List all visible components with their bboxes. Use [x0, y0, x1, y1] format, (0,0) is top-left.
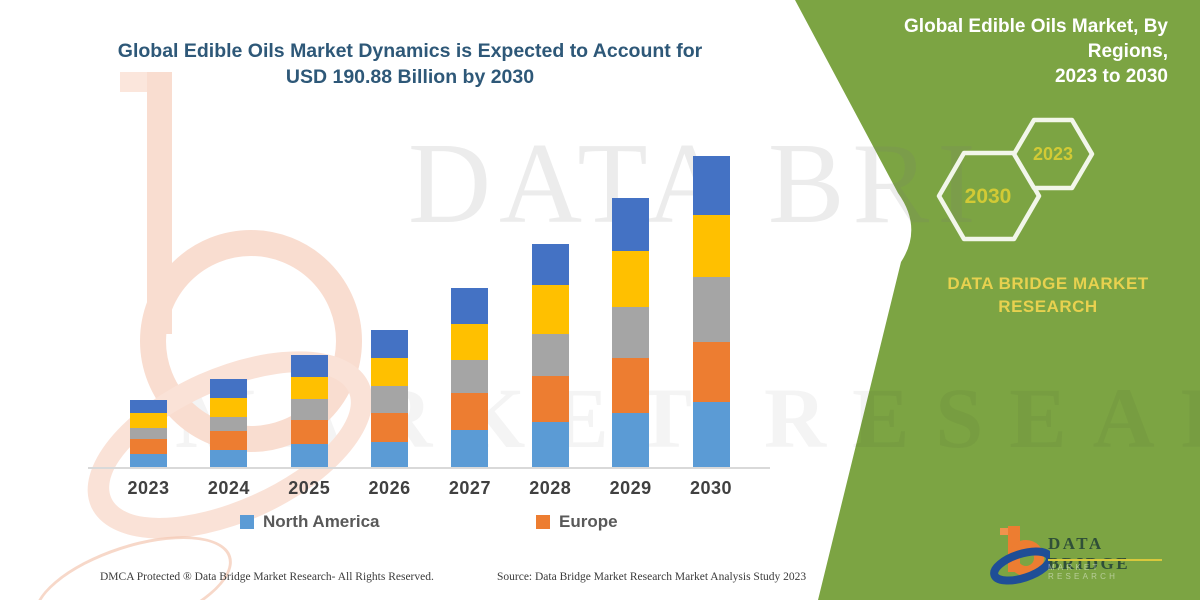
bar-2026: [371, 330, 409, 467]
panel-title-line2: 2023 to 2030: [1054, 66, 1168, 87]
bar-segment: [451, 287, 489, 324]
hexagon-badges-icon: [936, 117, 1095, 242]
logo-name-text: DATA BRIDGE: [1048, 534, 1131, 573]
bar-segment: [371, 330, 409, 358]
brand-text-line2: RESEARCH: [998, 297, 1098, 316]
hexagon-2023-icon: [1011, 117, 1095, 191]
bar-segment: [451, 323, 489, 361]
bar-segment: [451, 392, 489, 431]
bar-segment: [130, 453, 167, 467]
x-axis-line: [88, 467, 770, 469]
brand-text-line1: DATA BRIDGE MARKET: [947, 274, 1149, 293]
legend-label-europe: Europe: [559, 512, 618, 531]
bar-segment: [612, 412, 650, 467]
chart-title: Global Edible Oils Market Dynamics is Ex…: [60, 38, 760, 90]
logo-subtitle-text: MARKET RESEARCH: [1048, 563, 1119, 581]
bar-segment: [531, 421, 569, 467]
legend-item-north-america: North America: [240, 512, 380, 532]
source-text: Source: Data Bridge Market Research Mark…: [497, 571, 807, 583]
bar-segment: [371, 357, 409, 386]
bar-segment: [531, 285, 569, 334]
hexagon-2030-label: 2030: [964, 185, 1012, 208]
bar-segment: [451, 360, 489, 393]
bar-segment: [290, 399, 328, 421]
bar-segment: [692, 277, 730, 343]
bar-segment: [612, 306, 650, 358]
logo-underline: [1048, 559, 1162, 561]
bar-segment: [210, 417, 248, 432]
bar-segment: [692, 402, 730, 467]
bar-2029: [612, 198, 650, 467]
bar-segment: [130, 412, 167, 429]
bar-2024: [210, 379, 248, 467]
chart-title-line1: Global Edible Oils Market Dynamics is Ex…: [117, 40, 703, 62]
bar-segment: [531, 375, 569, 422]
bar-segment: [692, 155, 730, 216]
bar-segment: [290, 443, 328, 467]
x-axis-label-2024: 2024: [207, 478, 250, 498]
chart-title-line2: USD 190.88 Billion by 2030: [285, 66, 535, 88]
bar-segment: [290, 420, 328, 444]
bar-segment: [130, 400, 167, 413]
bar-segment: [210, 379, 248, 399]
bar-segment: [692, 342, 730, 402]
bar-segment: [451, 430, 489, 467]
x-axis-label-2028: 2028: [529, 478, 572, 498]
legend-swatch-europe: [536, 515, 550, 529]
bar-segment: [130, 438, 167, 454]
bar-2025: [290, 355, 328, 467]
x-axis-label-2030: 2030: [689, 478, 733, 498]
data-bridge-logo-icon: [990, 526, 1054, 585]
data-bridge-logo: DATA BRIDGE MARKET RESEARCH: [990, 522, 1175, 588]
bar-segment: [612, 250, 650, 307]
x-axis-label-2027: 2027: [448, 478, 491, 498]
bar-segment: [210, 431, 248, 451]
dmca-copyright-text: DMCA Protected ® Data Bridge Market Rese…: [100, 571, 434, 583]
panel-title: Global Edible Oils Market, By Regions, 2…: [830, 14, 1168, 89]
x-axis-label-2023: 2023: [127, 478, 170, 498]
bar-segment: [210, 398, 248, 418]
x-axis-label-2025: 2025: [288, 478, 331, 498]
bar-segment: [130, 428, 167, 439]
bar-segment: [371, 442, 409, 467]
bar-2027: [451, 287, 489, 467]
bar-segment: [371, 412, 409, 442]
legend-swatch-north-america: [240, 515, 254, 529]
panel-title-line1: Global Edible Oils Market, By Regions,: [904, 16, 1168, 62]
x-axis-label-2029: 2029: [609, 478, 652, 498]
bar-segment: [692, 215, 730, 278]
bar-segment: [290, 355, 328, 377]
bar-segment: [531, 243, 569, 286]
bar-segment: [371, 385, 409, 413]
bar-2030: [692, 155, 730, 467]
legend-item-europe: Europe: [536, 512, 618, 532]
bar-segment: [210, 450, 248, 467]
brand-text: DATA BRIDGE MARKET RESEARCH: [920, 272, 1176, 318]
hexagon-2023-label: 2023: [1032, 144, 1074, 164]
x-axis-label-2026: 2026: [368, 478, 411, 498]
bar-2023: [130, 400, 167, 467]
legend-label-north-america: North America: [263, 512, 380, 531]
bar-segment: [612, 357, 650, 413]
bar-segment: [531, 333, 569, 376]
bar-segment: [612, 198, 650, 251]
bar-segment: [290, 376, 328, 400]
bar-2028: [531, 243, 569, 467]
